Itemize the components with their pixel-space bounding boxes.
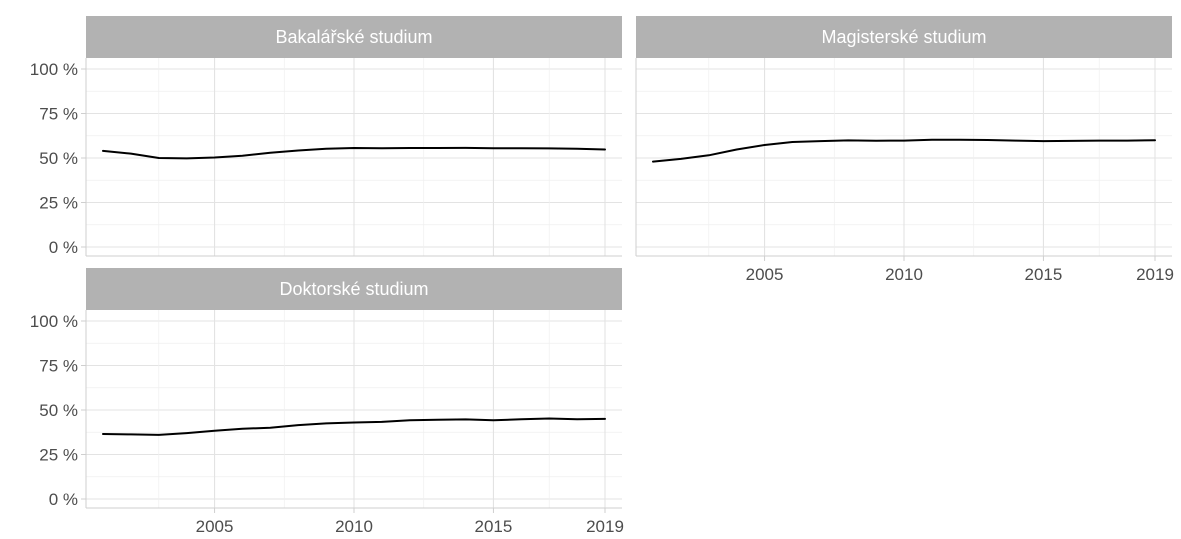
y-tick-label: 50 % <box>39 149 78 168</box>
x-tick-label: 2015 <box>475 517 513 536</box>
y-tick-label: 100 % <box>30 312 78 331</box>
strip-background <box>86 16 622 58</box>
series-line <box>102 146 606 160</box>
y-tick-label: 75 % <box>39 105 78 124</box>
panel-magisterske: Magisterské studium 2005 2010 2015 2019 <box>635 16 1174 284</box>
y-tick-label: 100 % <box>30 60 78 79</box>
panel-title: Magisterské studium <box>821 27 986 47</box>
strip-background <box>86 268 622 310</box>
y-tick-label: 0 % <box>49 490 78 509</box>
grid <box>86 310 622 508</box>
x-tick-label: 2005 <box>196 517 234 536</box>
y-tick-label: 25 % <box>39 194 78 213</box>
panel-title: Doktorské studium <box>279 279 428 299</box>
y-tick-label: 25 % <box>39 446 78 465</box>
series-line <box>652 138 1156 163</box>
x-tick-label: 2015 <box>1025 265 1063 284</box>
panel-doktorske: Doktorské studium 0 % 25 % 50 % 75 % 100 % 20… <box>30 268 624 536</box>
x-tick-label: 2010 <box>335 517 373 536</box>
strip-background <box>636 16 1172 58</box>
x-tick-label: 2019 <box>1136 265 1174 284</box>
series-line <box>102 417 606 436</box>
grid <box>86 58 622 256</box>
grid <box>636 58 1172 256</box>
x-tick-label: 2010 <box>885 265 923 284</box>
panel-bakalarske: Bakalářské studium 0 % 25 % 50 % 75 % 100 % <box>30 16 622 257</box>
panel-title: Bakalářské studium <box>275 27 432 47</box>
y-tick-label: 75 % <box>39 357 78 376</box>
y-tick-label: 0 % <box>49 238 78 257</box>
y-tick-label: 50 % <box>39 401 78 420</box>
x-tick-label: 2005 <box>746 265 784 284</box>
x-tick-label: 2019 <box>586 517 624 536</box>
